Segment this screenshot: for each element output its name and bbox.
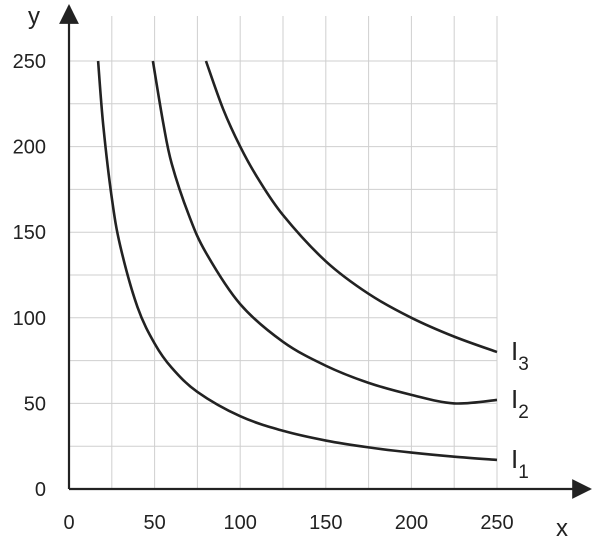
curve-i1 <box>96 60 498 462</box>
curve-labels: I1 I2 I3 <box>511 336 529 483</box>
y-tick-label: 200 <box>13 137 46 159</box>
x-tick-label: 250 <box>480 512 513 534</box>
x-tick-label: 100 <box>224 512 257 534</box>
x-tick-label: 50 <box>143 512 165 534</box>
grid <box>69 16 498 489</box>
y-tick-label: 250 <box>13 51 46 73</box>
curve-label-subscript: 3 <box>518 354 529 375</box>
y-tick-labels: 0 50 100 150 200 250 <box>13 51 46 501</box>
curves <box>96 60 498 462</box>
y-tick-label: 0 <box>35 479 46 501</box>
curve-label-i1: I1 <box>511 444 529 483</box>
x-tick-label: 200 <box>395 512 428 534</box>
y-axis-label: y <box>28 3 40 30</box>
curve-label-subscript: 2 <box>518 402 529 423</box>
y-tick-label: 50 <box>24 393 46 415</box>
curve-label-i3: I3 <box>511 336 529 375</box>
x-tick-label: 0 <box>63 512 74 534</box>
curve-i3 <box>204 60 498 354</box>
x-axis-label: x <box>556 515 568 542</box>
y-tick-label: 100 <box>13 308 46 330</box>
x-tick-labels: 0 50 100 150 200 250 <box>63 512 513 534</box>
x-tick-label: 150 <box>309 512 342 534</box>
curve-label-subscript: 1 <box>518 462 529 483</box>
axes <box>59 4 592 499</box>
curve-label-i2: I2 <box>511 384 529 423</box>
y-tick-label: 150 <box>13 222 46 244</box>
curve-i2 <box>151 60 498 405</box>
